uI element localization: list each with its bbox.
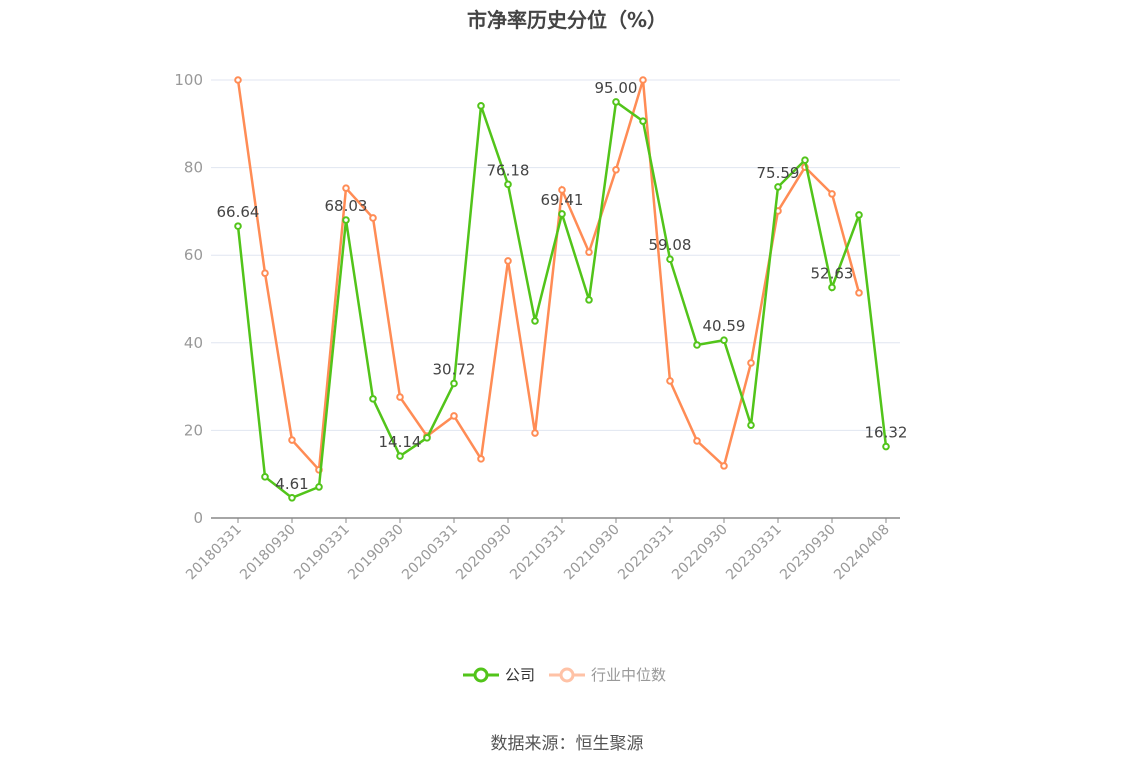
data-point [369,395,377,403]
data-point [477,455,485,463]
y-tick-label: 20 [184,421,203,439]
x-tick-label: 20240408 [831,522,893,584]
data-point [855,289,863,297]
data-point [828,190,836,198]
data-label: 4.61 [275,475,308,493]
legend-item-company[interactable]: 公司 [463,664,535,685]
data-point [342,216,350,224]
data-point [477,102,485,110]
data-point [882,442,890,451]
data-point [531,317,539,325]
data-point [261,473,269,481]
data-point [747,421,755,429]
legend-label-industry: 行业中位数 [591,666,667,684]
data-point [558,186,566,194]
data-point [639,76,647,84]
data-point [369,214,377,222]
x-tick-label: 20230331 [723,522,785,584]
data-point [504,180,512,189]
data-point [396,393,404,401]
chart-title: 市净率历史分位（%） [466,8,668,32]
data-point [504,257,512,265]
x-tick-label: 20180930 [237,522,299,584]
data-label: 14.14 [379,433,422,451]
data-point [396,452,404,460]
legend-label-company: 公司 [505,666,536,684]
data-point [558,210,566,218]
data-point [450,379,458,388]
data-point [288,494,296,502]
y-tick-label: 60 [184,246,203,264]
data-label: 59.08 [649,236,692,254]
data-label: 66.64 [217,203,260,221]
data-label: 52.63 [811,264,854,282]
data-point [234,76,242,84]
data-point [585,296,593,304]
data-source: 数据来源：恒生聚源 [490,734,644,754]
legend-company-icon [463,667,499,682]
y-tick-label: 80 [184,159,203,177]
legend-industry-icon [549,667,586,682]
data-label: 76.18 [487,161,530,179]
x-tick-label: 20210331 [507,522,569,584]
y-tick-label: 100 [174,71,203,89]
data-point [234,222,242,230]
data-point [855,211,863,219]
data-point [828,283,836,292]
data-point [720,336,728,345]
x-tick-label: 20220331 [615,522,677,584]
y-tick-label: 0 [193,509,203,527]
x-tick-label: 20180331 [183,522,245,584]
data-point [261,269,269,277]
data-point [315,483,323,491]
data-point [693,437,701,445]
data-point [801,156,809,164]
data-point [423,434,431,442]
series-line-1 [236,79,861,473]
data-point [666,377,674,385]
data-point [666,255,674,264]
data-label: 16.32 [865,424,908,442]
x-tick-label: 20220930 [669,522,731,584]
data-point [585,248,593,256]
y-tick-label: 40 [184,334,203,352]
data-label: 40.59 [703,317,746,335]
data-point [531,429,539,437]
x-tick-label: 20190331 [291,522,353,584]
data-point [450,412,458,420]
data-label: 69.41 [541,191,584,209]
x-tick-label: 20200930 [453,522,515,584]
data-point [693,341,701,349]
x-tick-label: 20190930 [345,522,407,584]
data-point [612,165,620,174]
data-point [774,183,782,191]
data-point [288,436,296,444]
data-label: 30.72 [433,360,476,378]
data-point [747,359,755,367]
data-label: 95.00 [595,79,638,97]
data-point [639,117,647,125]
x-tick-label: 20200331 [399,522,461,584]
data-point [342,184,350,192]
x-tick-label: 20210930 [561,522,623,584]
data-label: 68.03 [325,197,368,215]
x-tick-label: 20230930 [777,522,839,584]
data-label: 75.59 [757,164,800,182]
data-point [612,98,620,106]
legend: 公司 行业中位数 [463,664,666,685]
legend-item-industry[interactable]: 行业中位数 [549,664,666,685]
data-point [720,462,728,470]
